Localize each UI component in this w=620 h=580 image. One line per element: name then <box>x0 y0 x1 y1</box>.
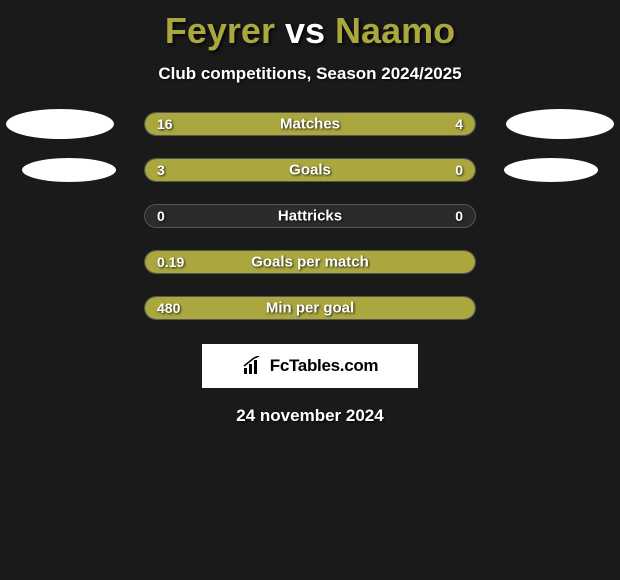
stat-row-goals-per-match: 0.19 Goals per match <box>0 250 620 274</box>
fctables-logo: FcTables.com <box>202 344 418 388</box>
page-title: Feyrer vs Naamo <box>165 10 455 52</box>
bar-left <box>145 113 409 135</box>
stat-row-matches: 16 Matches 4 <box>0 112 620 136</box>
bar-chart-icon <box>242 356 264 376</box>
stat-label: Matches <box>280 116 340 133</box>
stat-left-value: 0.19 <box>157 254 184 270</box>
logo-text: FcTables.com <box>270 356 379 376</box>
title-player2: Naamo <box>335 10 455 51</box>
stat-row-goals: 3 Goals 0 <box>0 158 620 182</box>
stat-left-value: 480 <box>157 300 180 316</box>
stat-right-value: 0 <box>455 208 463 224</box>
bar-right <box>416 159 475 181</box>
title-vs: vs <box>285 10 325 51</box>
stat-row-hattricks: 0 Hattricks 0 <box>0 204 620 228</box>
stat-left-value: 16 <box>157 116 173 132</box>
stat-left-value: 0 <box>157 208 165 224</box>
player1-marker-icon <box>22 158 116 182</box>
bar-left <box>145 159 416 181</box>
title-player1: Feyrer <box>165 10 275 51</box>
stat-right-value: 4 <box>455 116 463 132</box>
stat-label: Goals per match <box>251 254 369 271</box>
stat-right-value: 0 <box>455 162 463 178</box>
player2-marker-icon <box>504 158 598 182</box>
stat-label: Min per goal <box>266 300 354 317</box>
bar-track: 16 Matches 4 <box>144 112 476 136</box>
bar-track: 0 Hattricks 0 <box>144 204 476 228</box>
stat-label: Goals <box>289 162 331 179</box>
date-label: 24 november 2024 <box>236 406 383 426</box>
subtitle: Club competitions, Season 2024/2025 <box>158 64 461 84</box>
infographic-container: Feyrer vs Naamo Club competitions, Seaso… <box>0 0 620 580</box>
bar-track: 0.19 Goals per match <box>144 250 476 274</box>
bar-track: 480 Min per goal <box>144 296 476 320</box>
stat-row-min-per-goal: 480 Min per goal <box>0 296 620 320</box>
player1-marker-icon <box>6 109 114 139</box>
bar-right <box>409 113 475 135</box>
stats-rows: 16 Matches 4 3 Goals 0 0 Hattricks 0 <box>0 112 620 320</box>
player2-marker-icon <box>506 109 614 139</box>
stat-label: Hattricks <box>278 208 342 225</box>
stat-left-value: 3 <box>157 162 165 178</box>
bar-track: 3 Goals 0 <box>144 158 476 182</box>
